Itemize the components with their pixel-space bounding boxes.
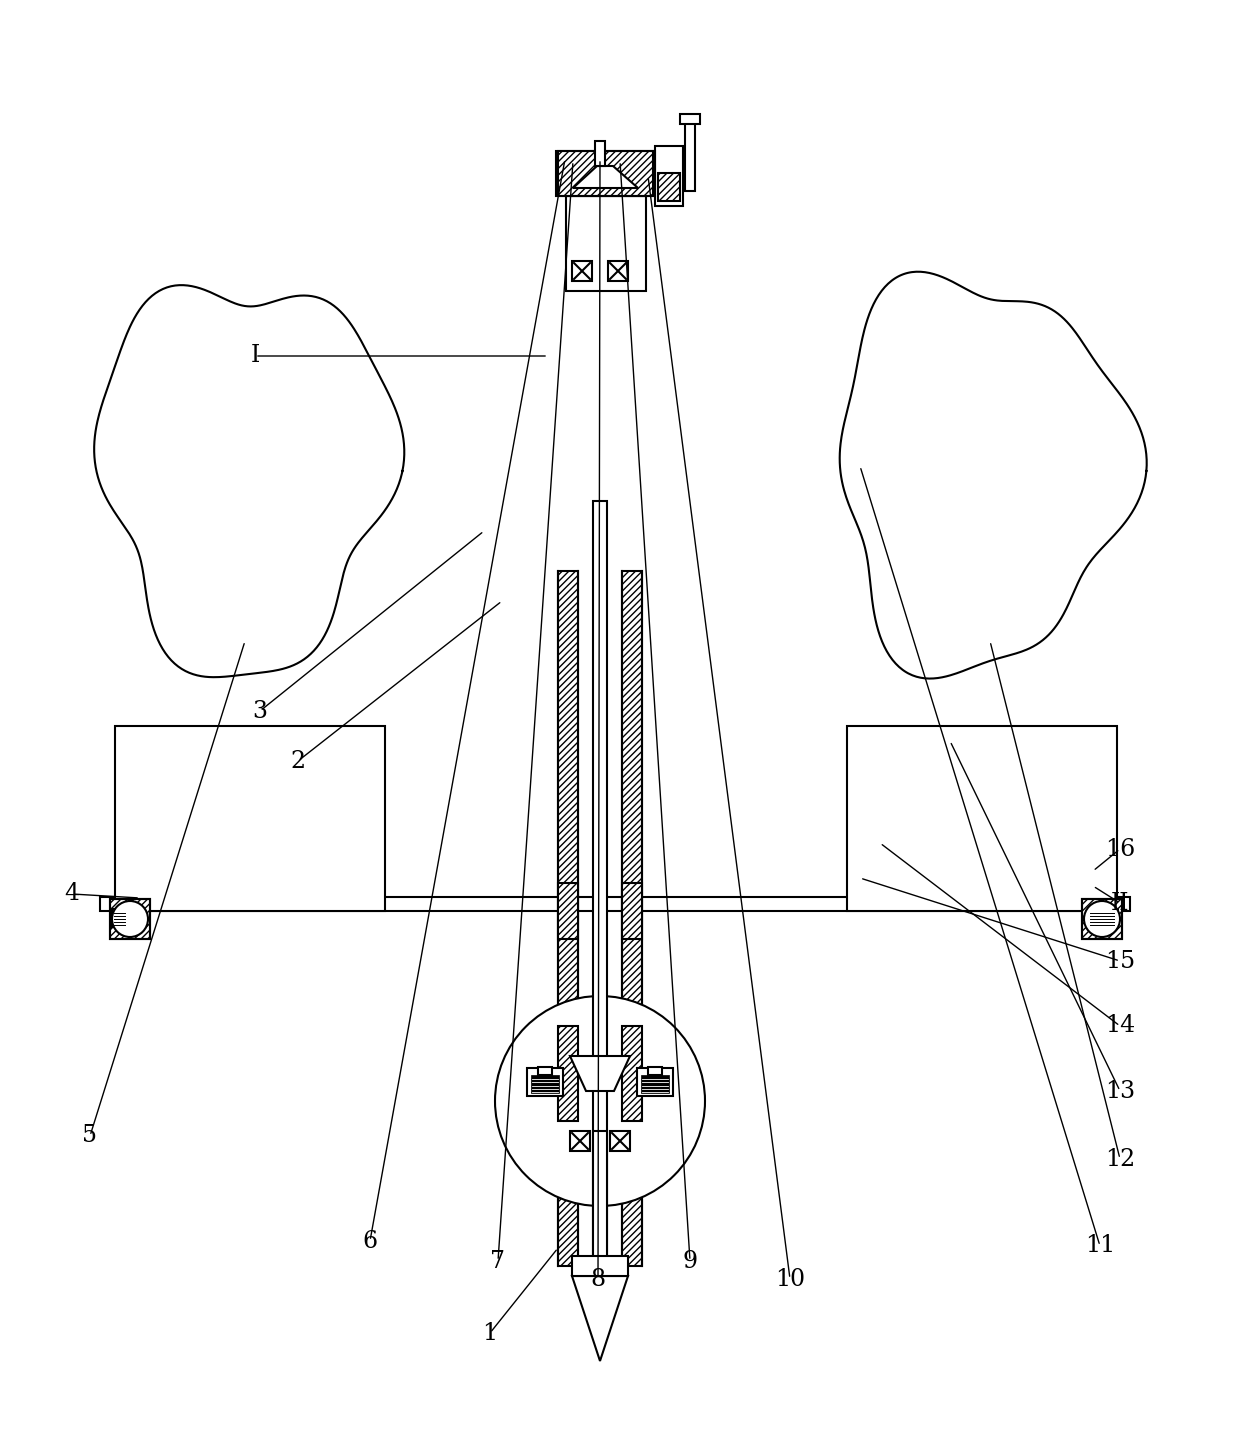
Text: I: I — [250, 344, 259, 367]
Text: 1: 1 — [482, 1321, 497, 1344]
Polygon shape — [570, 1056, 630, 1091]
Bar — [593, 1131, 608, 1267]
Polygon shape — [572, 1275, 627, 1360]
Bar — [595, 141, 605, 166]
Text: 9: 9 — [682, 1249, 698, 1272]
Bar — [658, 173, 680, 200]
Text: 5: 5 — [83, 1124, 98, 1147]
Bar — [637, 1068, 673, 1097]
Text: 6: 6 — [362, 1229, 377, 1252]
Circle shape — [1084, 901, 1120, 937]
Bar — [1083, 899, 1122, 940]
Text: 2: 2 — [290, 749, 305, 772]
Bar — [558, 571, 578, 1267]
Bar — [684, 115, 694, 192]
Text: 10: 10 — [775, 1268, 805, 1291]
Text: 4: 4 — [64, 882, 79, 905]
Bar — [641, 1075, 670, 1094]
Text: II: II — [1111, 892, 1130, 915]
Circle shape — [112, 901, 148, 937]
Circle shape — [495, 996, 706, 1206]
Bar — [570, 1131, 590, 1151]
Bar — [610, 1131, 630, 1151]
Text: 15: 15 — [1105, 950, 1135, 973]
Bar — [578, 571, 622, 1267]
Bar — [1083, 899, 1122, 940]
Text: 3: 3 — [253, 699, 268, 722]
Text: 8: 8 — [590, 1268, 605, 1291]
Text: 11: 11 — [1085, 1235, 1115, 1258]
Bar — [527, 1068, 563, 1097]
Text: 12: 12 — [1105, 1147, 1135, 1170]
Bar — [100, 896, 1130, 911]
Text: 16: 16 — [1105, 837, 1135, 860]
Text: 13: 13 — [1105, 1079, 1135, 1102]
Bar — [572, 1257, 627, 1275]
Bar — [622, 883, 642, 940]
Bar — [538, 1066, 552, 1075]
Bar — [847, 726, 1117, 911]
Bar — [115, 726, 384, 911]
Polygon shape — [573, 166, 639, 187]
Bar — [556, 151, 655, 196]
Bar — [622, 571, 642, 1267]
Bar — [558, 151, 653, 196]
Text: 7: 7 — [491, 1249, 506, 1272]
Bar — [112, 909, 126, 927]
Bar — [565, 196, 646, 291]
Bar — [680, 114, 701, 124]
Bar — [558, 1026, 578, 1121]
Bar — [558, 883, 578, 940]
Bar — [593, 501, 608, 1275]
Bar — [622, 1026, 642, 1121]
Bar — [531, 1075, 559, 1094]
Bar — [110, 899, 150, 940]
Bar — [649, 1066, 662, 1075]
Bar — [110, 899, 150, 940]
Bar — [655, 146, 683, 206]
Bar — [608, 261, 627, 281]
Bar — [572, 261, 591, 281]
Text: 14: 14 — [1105, 1014, 1135, 1038]
